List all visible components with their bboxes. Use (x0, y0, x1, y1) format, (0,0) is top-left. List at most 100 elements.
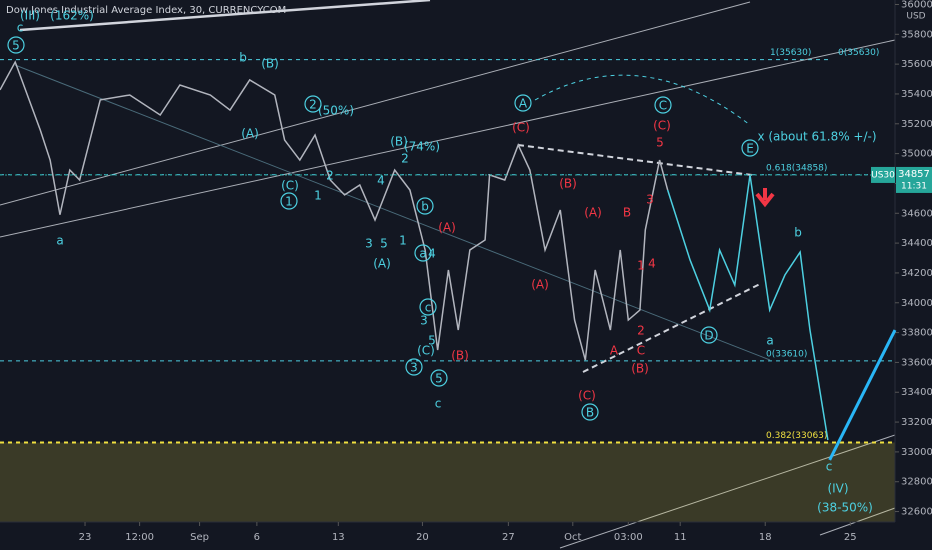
wave-label: (A) (373, 257, 391, 271)
symbol: US30 (871, 170, 895, 180)
y-tick-label: 32800 (901, 477, 932, 488)
last-price-badge (896, 166, 932, 193)
wave-circle (280, 192, 298, 210)
wave-label: (B) (261, 57, 279, 71)
wave-circle (414, 244, 432, 262)
x-tick-label: 25 (844, 532, 857, 543)
wave-label: (50%) (318, 104, 354, 118)
level-label: 0.618(34858) (766, 163, 827, 173)
x-tick-label: 18 (759, 532, 772, 543)
target-zone (0, 442, 895, 522)
wave-label: (C) (512, 121, 530, 135)
y-tick-label: 33600 (901, 357, 932, 368)
x-tick-label: 27 (502, 532, 515, 543)
wave-label: (74%) (404, 140, 440, 154)
channel-line (0, 39, 896, 238)
wave-label: a (56, 234, 63, 248)
y-tick-label: 34600 (901, 208, 932, 219)
wave-label: x (about 61.8% +/-) (757, 130, 876, 144)
wave-label: D (704, 329, 713, 343)
wave-circle (581, 403, 599, 421)
x-tick-label: 23 (79, 532, 92, 543)
wave-label: E (746, 142, 754, 156)
wave-label: 1 (637, 259, 645, 273)
wave-label: c (435, 397, 442, 411)
wave-label: c (17, 21, 24, 35)
y-tick-label: 34400 (901, 238, 932, 249)
x-tick-label: Sep (190, 532, 209, 543)
wave-label: 5 (380, 237, 388, 251)
wave-label: (III) (20, 9, 40, 23)
y-tick-label: 32600 (901, 507, 932, 518)
wave-label: (B) (451, 349, 469, 363)
countdown: 11:31 (901, 181, 927, 191)
wave-label: a (766, 334, 773, 348)
wave-label: B (586, 406, 594, 420)
triangle-line (582, 282, 763, 373)
wave-label: (B) (559, 177, 577, 191)
wave-label: (C) (417, 344, 435, 358)
channel-line (559, 434, 896, 549)
wave-label: 2 (326, 169, 334, 183)
wave-label: 4 (648, 257, 656, 271)
wave-label: 1 (314, 189, 322, 203)
y-tick-label: 35200 (901, 119, 932, 130)
wave-label: 4 (428, 247, 436, 261)
wave-label: c (826, 460, 833, 474)
wave-circle (654, 96, 672, 114)
y-tick-label: 36000 (901, 0, 932, 10)
wave-label: (162%) (50, 9, 94, 23)
x-tick-label: 20 (416, 532, 429, 543)
wave-circle (416, 197, 434, 215)
wave-label: (38-50%) (817, 501, 873, 515)
wave-label: (IV) (827, 482, 848, 496)
channel-line (0, 1, 751, 206)
wave-label: 5 (12, 39, 20, 53)
x-tick-label: 13 (332, 532, 345, 543)
wave-label: 3 (420, 314, 428, 328)
wave-label: (A) (438, 221, 456, 235)
x-tick-label: 12:00 (125, 532, 154, 543)
wave-circle (304, 95, 322, 113)
x-tick-label: Oct (564, 532, 581, 543)
wave-label: 3 (646, 193, 654, 207)
wave-label: 3 (365, 237, 373, 251)
wave-label: (B) (390, 135, 408, 149)
trend-line (14, 64, 771, 361)
wave-label: 4 (377, 174, 385, 188)
wave-label: (C) (578, 389, 596, 403)
wave-label: (A) (584, 206, 602, 220)
wave-label: (A) (531, 278, 549, 292)
last-price: 34857 (898, 169, 930, 180)
wave-label: 5 (656, 136, 664, 150)
x-tick-label: 03:00 (614, 532, 643, 543)
wave-circle (419, 298, 437, 316)
currency: USD (906, 12, 925, 22)
wave-label: 1 (285, 195, 293, 209)
wave-label: A (519, 97, 528, 111)
wave-label: 2 (401, 152, 409, 166)
x-tick-label: 11 (674, 532, 687, 543)
y-tick-label: 35000 (901, 149, 932, 160)
wave-circle (7, 36, 25, 54)
wave-circle (741, 139, 759, 157)
y-tick-label: 35400 (901, 89, 932, 100)
y-tick-label: 33800 (901, 328, 932, 339)
level-label: 0(35630) (838, 48, 879, 58)
wave-label: C (659, 99, 667, 113)
wave-label: c (425, 301, 432, 315)
y-tick-label: 35800 (901, 29, 932, 40)
wave-circle (514, 94, 532, 112)
trend-lines (0, 0, 896, 549)
y-tick-label: 35600 (901, 59, 932, 70)
wave-label: C (637, 344, 645, 358)
wave-label: b (794, 226, 802, 240)
wave-label: b (239, 51, 247, 65)
wave-label: a (419, 247, 426, 261)
wave-label: 5 (428, 334, 436, 348)
wave-label: 3 (410, 361, 418, 375)
x-tick-label: 6 (254, 532, 260, 543)
trend-line (19, 0, 431, 32)
level-label: 0(33610) (766, 349, 807, 359)
